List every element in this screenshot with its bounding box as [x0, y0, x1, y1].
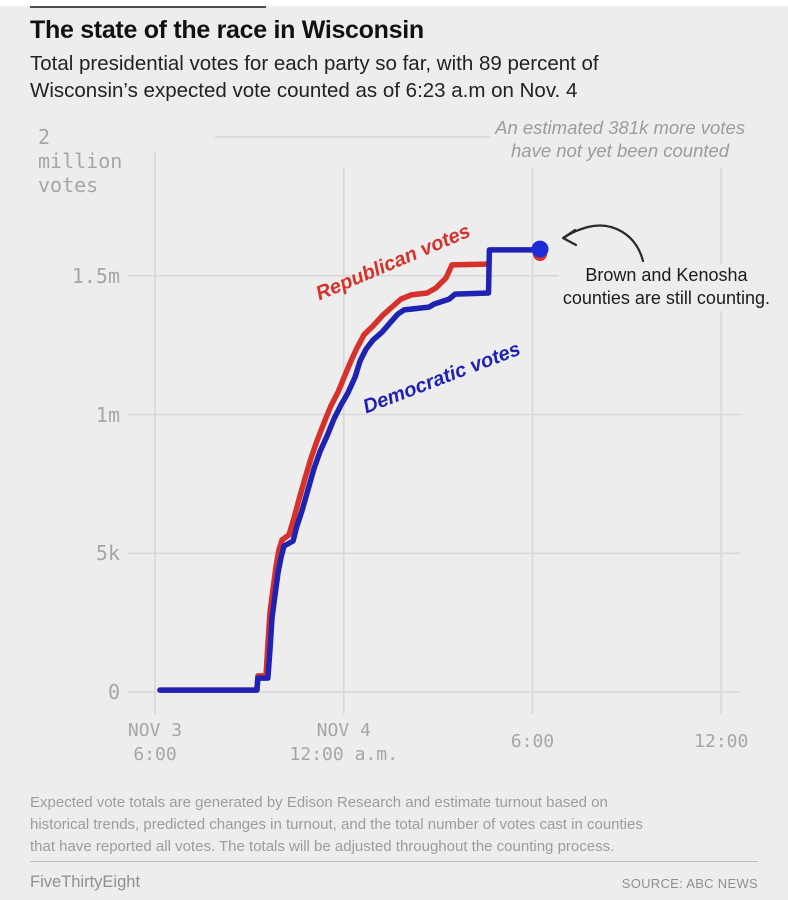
y-tick-label: 5k	[95, 541, 120, 566]
annotation-counties-counting: Brown and Kenosha counties are still cou…	[558, 264, 774, 311]
democratic-end-dot	[531, 240, 549, 258]
y-axis-top-label: 2 million votes	[38, 125, 123, 197]
annotation-arrowhead	[561, 228, 578, 247]
y-tick-label: 1.5m	[71, 263, 120, 288]
x-tick-label: 6:00	[510, 731, 555, 752]
footer-divider	[30, 861, 758, 862]
x-tick-label: NOV 3 6:00	[127, 720, 183, 765]
top-white-strip	[0, 0, 788, 6]
x-tick-label: 12:00	[694, 731, 749, 752]
republican-line	[157, 261, 490, 693]
x-tick-label: NOV 4 12:00 a.m.	[289, 720, 398, 765]
annotation-votes-not-counted: An estimated 381k more votes have not ye…	[490, 116, 750, 163]
brand-fivethirtyeight: FiveThirtyEight	[30, 873, 141, 891]
footer-methodology-note: Expected vote totals are generated by Ed…	[30, 794, 643, 855]
democratic-line	[157, 247, 539, 693]
y-tick-label: 1m	[95, 402, 120, 427]
top-border-line	[30, 6, 266, 8]
page-subtitle: Total presidential votes for each party …	[30, 52, 599, 102]
source-credit: SOURCE: ABC NEWS	[621, 876, 758, 891]
annotation-arrow	[562, 224, 645, 263]
page-title: The state of the race in Wisconsin	[30, 16, 424, 44]
y-tick-label: 0	[107, 680, 120, 704]
